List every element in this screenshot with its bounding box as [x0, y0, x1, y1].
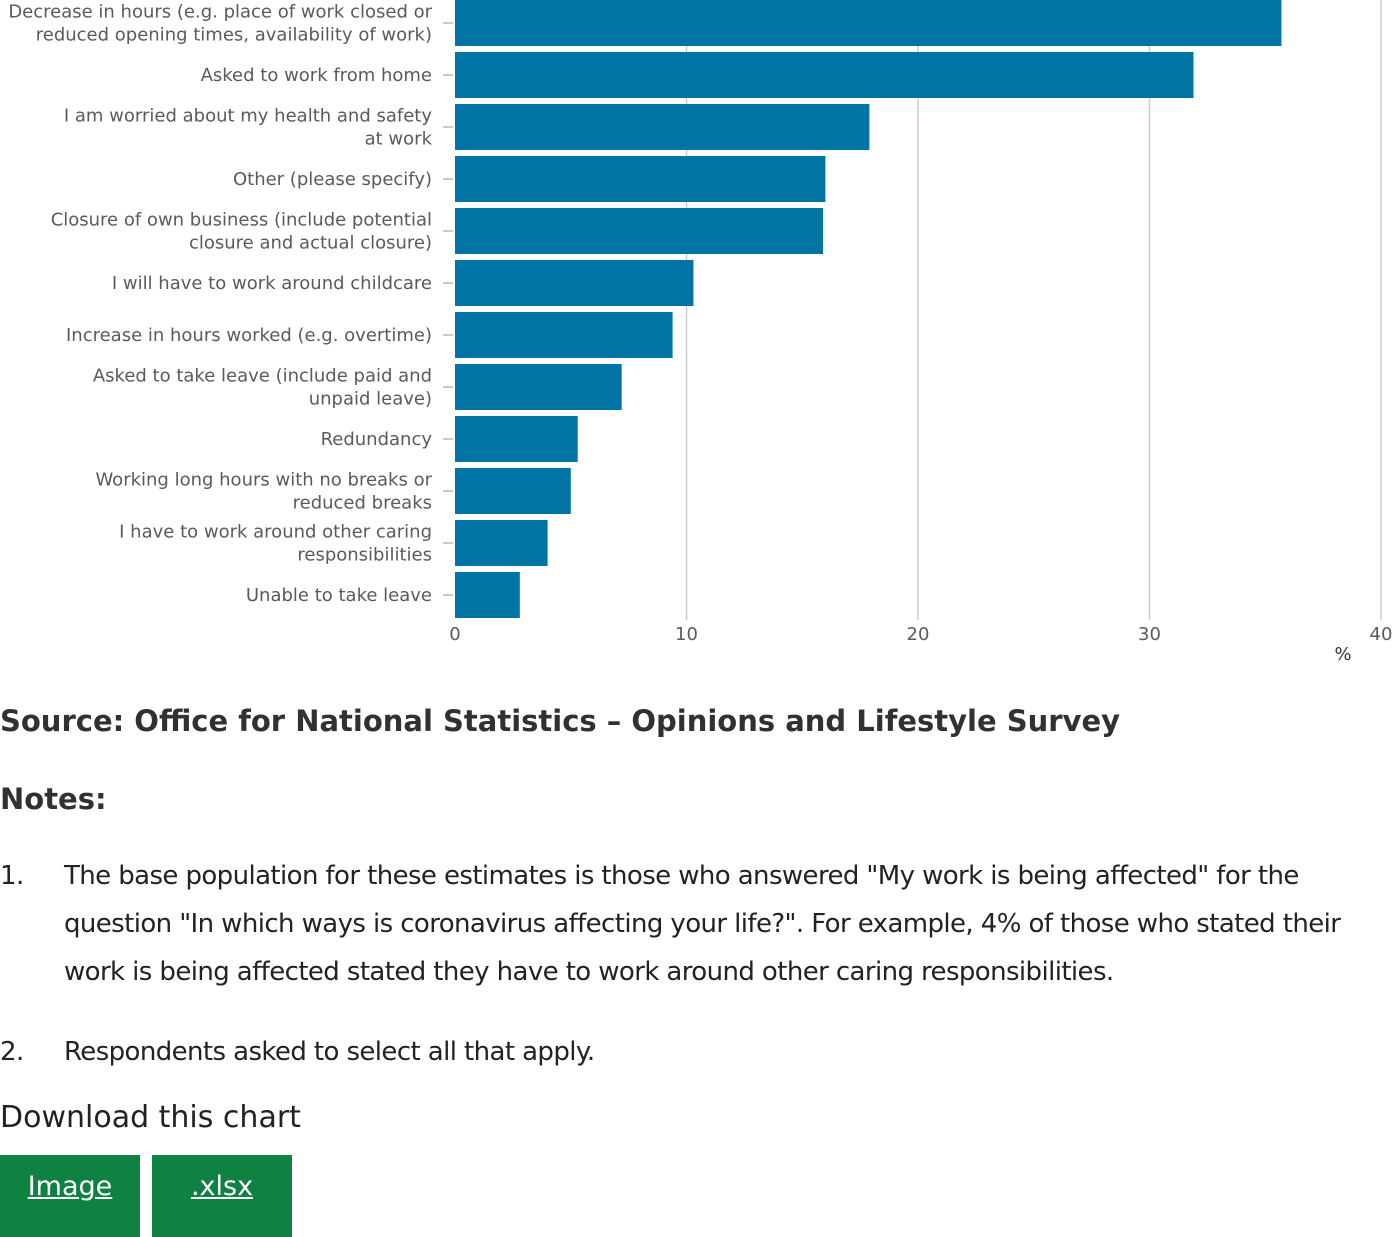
x-axis-unit-label: %	[1334, 644, 1351, 665]
category-label: closure and actual closure)	[189, 233, 432, 254]
x-tick-label: 10	[675, 624, 698, 645]
bar	[455, 520, 548, 566]
category-label: Increase in hours worked (e.g. overtime)	[66, 325, 432, 346]
download-image-button[interactable]: Image	[0, 1155, 140, 1237]
bar	[455, 208, 824, 254]
bar	[455, 364, 622, 410]
category-label: I have to work around other caring	[119, 522, 432, 543]
bar	[455, 312, 673, 358]
category-label: reduced opening times, availability of w…	[36, 25, 432, 46]
bar	[455, 260, 694, 306]
bar	[455, 468, 571, 514]
bar	[455, 52, 1194, 98]
bar-chart: Decrease in hours (e.g. place of work cl…	[8, 0, 1392, 665]
category-labels: Decrease in hours (e.g. place of work cl…	[8, 2, 453, 606]
gridlines	[685, 0, 1382, 620]
category-label: I am worried about my health and safety	[64, 106, 432, 127]
category-label: Unable to take leave	[246, 585, 432, 606]
download-xlsx-button[interactable]: .xlsx	[152, 1155, 292, 1237]
category-label: Redundancy	[321, 429, 433, 450]
x-tick-label: 0	[449, 624, 460, 645]
category-label: Closure of own business (include potenti…	[51, 210, 432, 231]
bars	[455, 0, 1282, 618]
category-label: reduced breaks	[293, 493, 432, 514]
category-label: responsibilities	[297, 545, 432, 566]
category-label: at work	[365, 129, 433, 150]
bar	[455, 572, 520, 618]
notes-heading: Notes:	[0, 782, 107, 816]
source-text: Source: Office for National Statistics –…	[0, 704, 1121, 738]
category-label: Working long hours with no breaks or	[95, 470, 432, 491]
notes-list: 1. The base population for these estimat…	[0, 852, 1392, 1108]
note-number: 2.	[0, 1037, 24, 1067]
x-tick-label: 30	[1138, 624, 1161, 645]
x-tick-label: 20	[907, 624, 930, 645]
category-label: Other (please specify)	[233, 169, 432, 190]
note-text: Respondents asked to select all that app…	[64, 1037, 595, 1067]
x-tick-label: 40	[1370, 624, 1392, 645]
note-number: 1.	[0, 861, 24, 891]
category-label: unpaid leave)	[309, 389, 432, 410]
bar	[455, 104, 870, 150]
category-label: I will have to work around childcare	[112, 273, 432, 294]
bar	[455, 416, 578, 462]
category-label: Asked to take leave (include paid and	[93, 366, 432, 387]
note-item: 1. The base population for these estimat…	[0, 852, 1392, 996]
x-axis-ticks: 0 10 20 30 40	[449, 624, 1392, 645]
category-label: Decrease in hours (e.g. place of work cl…	[8, 2, 432, 23]
note-text: The base population for these estimates …	[64, 861, 1341, 987]
download-chart-title: Download this chart	[0, 1100, 301, 1135]
bar	[455, 156, 826, 202]
category-label: Asked to work from home	[201, 65, 432, 86]
bar	[455, 0, 1282, 46]
note-item: 2. Respondents asked to select all that …	[0, 1028, 1392, 1076]
